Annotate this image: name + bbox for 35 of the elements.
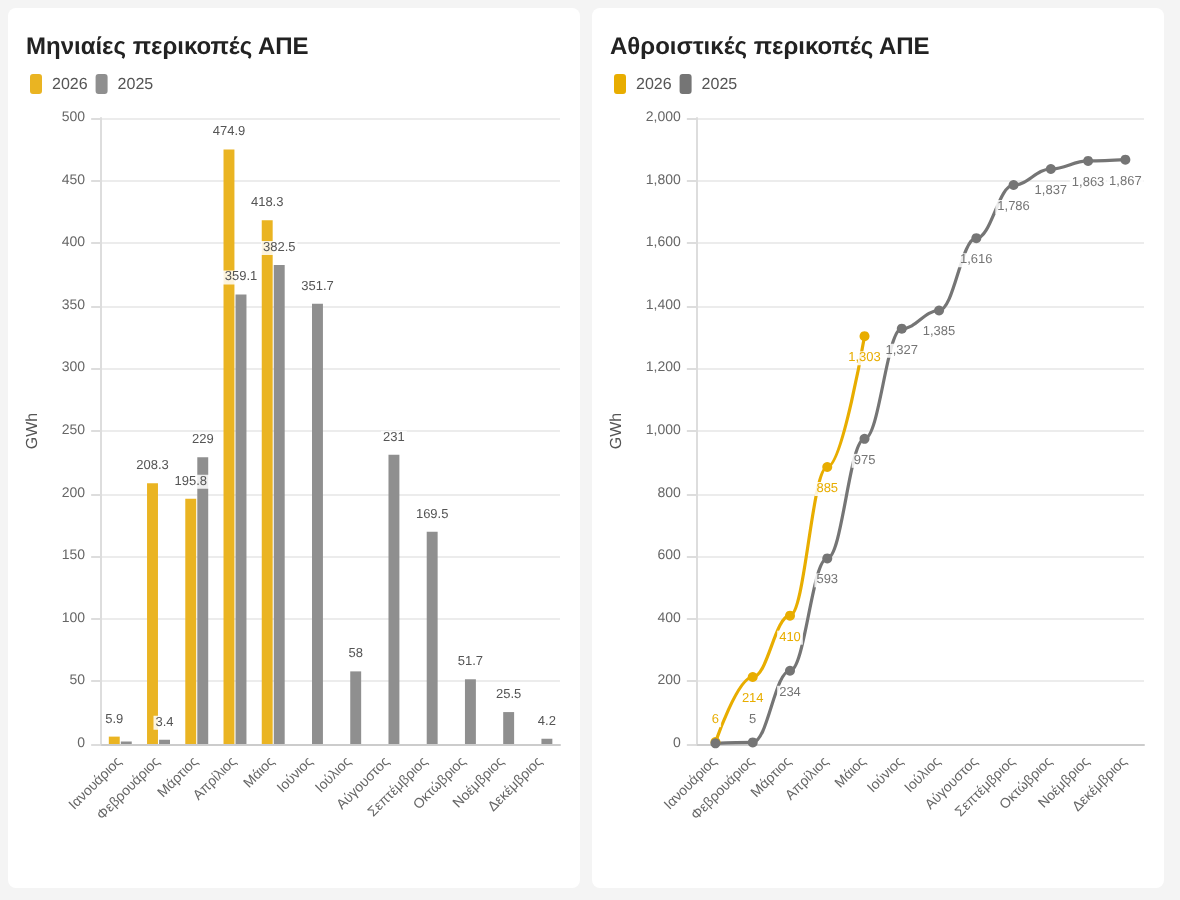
bar	[426, 531, 438, 744]
point	[1083, 155, 1094, 166]
point	[859, 331, 870, 342]
y-axis-title: GWh	[607, 412, 625, 450]
bar	[147, 483, 158, 744]
bar	[108, 736, 120, 744]
point	[1045, 164, 1056, 175]
point	[747, 737, 758, 748]
point	[1120, 154, 1131, 165]
point	[934, 305, 945, 316]
chart-title: Αθροιστικές περικοπές ΑΠΕ	[610, 32, 930, 60]
bar	[464, 679, 476, 744]
point	[822, 462, 833, 472]
legend-label: 2026	[52, 75, 89, 93]
point	[896, 323, 907, 334]
bar	[185, 498, 197, 744]
bar	[235, 294, 247, 744]
y-axis-title: GWh	[23, 412, 41, 450]
point	[859, 433, 870, 444]
bar	[350, 671, 362, 744]
bar	[388, 454, 400, 744]
point	[747, 672, 758, 683]
bar	[273, 265, 285, 744]
chart-title: Μηνιαίες περικοπές ΑΠΕ	[26, 32, 309, 60]
bar	[541, 738, 553, 744]
point	[822, 553, 833, 564]
bar	[312, 303, 323, 744]
legend-label: 2026	[636, 75, 673, 93]
point	[971, 233, 982, 244]
legend-label: 2025	[701, 75, 739, 93]
point	[1008, 179, 1019, 190]
point	[785, 610, 795, 621]
bar	[503, 712, 515, 744]
point	[785, 665, 795, 676]
legend-label: 2025	[117, 75, 155, 93]
